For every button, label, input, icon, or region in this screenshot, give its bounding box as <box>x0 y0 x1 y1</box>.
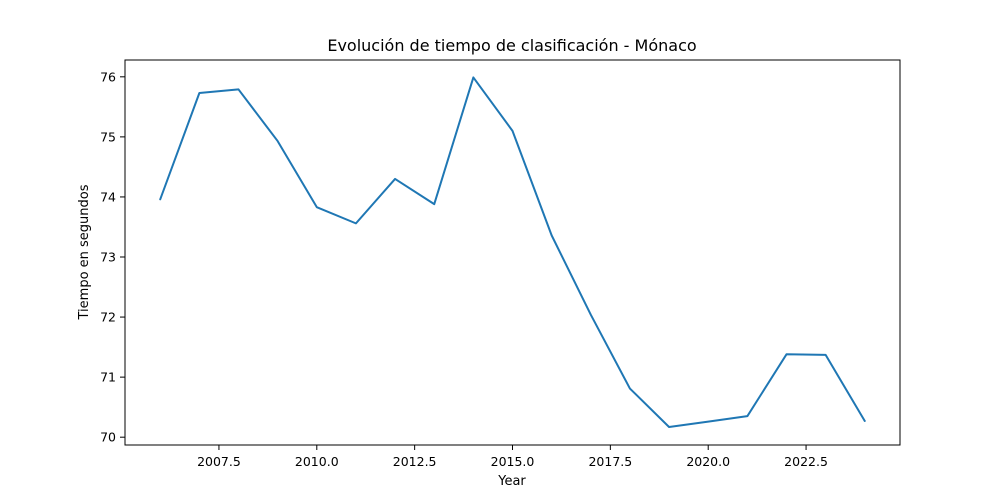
y-tick-label: 75 <box>100 129 116 144</box>
y-axis-label: Tiempo en segundos <box>77 184 92 320</box>
y-tick-label: 71 <box>100 370 116 385</box>
plot-area <box>159 76 866 428</box>
x-tick-label: 2012.5 <box>393 454 437 469</box>
x-tick-label: 2010.0 <box>295 454 339 469</box>
x-tick-label: 2017.5 <box>588 454 632 469</box>
y-tick-label: 72 <box>100 310 116 325</box>
y-tick-label: 74 <box>100 189 116 204</box>
y-axis: 70 71 72 73 74 75 76 <box>100 69 125 445</box>
x-tick-label: 2022.5 <box>784 454 828 469</box>
plot-frame <box>124 59 901 446</box>
x-tick-label: 2007.5 <box>197 454 241 469</box>
y-tick-label: 70 <box>100 430 116 445</box>
y-tick-label: 73 <box>100 250 116 265</box>
x-tick-label: 2015.0 <box>491 454 535 469</box>
x-tick-label: 2020.0 <box>686 454 730 469</box>
x-axis-label: Year <box>497 474 526 489</box>
chart-title: Evolución de tiempo de clasificación - M… <box>327 36 696 55</box>
y-tick-label: 76 <box>100 69 116 84</box>
series-line <box>159 76 866 428</box>
x-axis: 2007.5 2010.0 2012.5 2015.0 2017.5 2020.0 2022… <box>197 445 828 469</box>
